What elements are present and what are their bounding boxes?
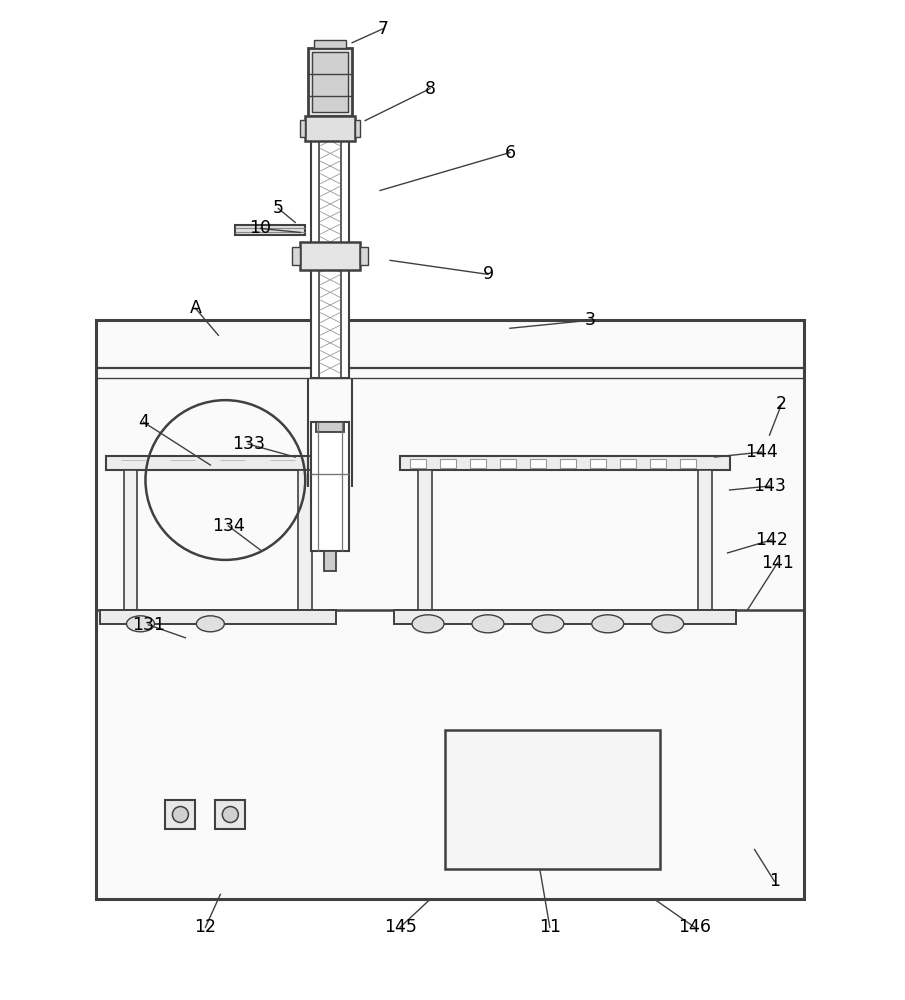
Bar	[445, 730, 660, 869]
Bar	[590, 459, 605, 468]
Bar	[440, 459, 456, 468]
Text: 7: 7	[377, 20, 388, 38]
Bar	[360, 247, 368, 265]
Bar	[311, 422, 349, 551]
Text: 144: 144	[745, 443, 778, 461]
Text: 131: 131	[132, 616, 165, 634]
Ellipse shape	[592, 615, 624, 633]
Bar	[316, 422, 344, 432]
Bar	[311, 116, 349, 378]
Text: 134: 134	[212, 517, 244, 535]
Bar	[319, 116, 341, 378]
Bar	[530, 459, 546, 468]
Bar	[235, 225, 305, 235]
Ellipse shape	[532, 615, 564, 633]
Text: 1: 1	[769, 872, 780, 890]
Bar	[166, 800, 195, 829]
Text: 12: 12	[195, 918, 216, 936]
Bar	[314, 40, 347, 48]
Bar	[470, 459, 486, 468]
Text: 2: 2	[776, 395, 787, 413]
Bar	[100, 610, 336, 624]
Bar	[300, 242, 360, 270]
Bar	[324, 551, 336, 571]
Text: 146: 146	[678, 918, 711, 936]
Bar	[410, 459, 426, 468]
Bar	[355, 120, 360, 137]
Text: 4: 4	[138, 413, 149, 431]
Polygon shape	[360, 624, 769, 894]
Ellipse shape	[127, 616, 155, 632]
Bar	[650, 459, 666, 468]
Bar	[312, 52, 348, 112]
Bar	[394, 610, 736, 624]
Text: A: A	[189, 299, 201, 317]
Bar	[680, 459, 696, 468]
Text: 143: 143	[753, 477, 786, 495]
Text: 5: 5	[272, 199, 284, 217]
Bar	[96, 320, 805, 899]
Text: 10: 10	[249, 219, 272, 237]
Bar	[620, 459, 635, 468]
Bar	[215, 800, 245, 829]
Bar	[500, 459, 516, 468]
Text: 11: 11	[538, 918, 561, 936]
Bar	[400, 456, 729, 470]
Bar	[299, 470, 312, 610]
Text: 133: 133	[232, 435, 265, 453]
Bar	[309, 48, 352, 116]
Text: 145: 145	[384, 918, 416, 936]
Bar	[698, 470, 711, 610]
Ellipse shape	[412, 615, 444, 633]
Text: 6: 6	[504, 144, 516, 162]
Bar	[418, 470, 432, 610]
Ellipse shape	[652, 615, 683, 633]
Bar	[123, 470, 138, 610]
Bar	[560, 459, 576, 468]
Circle shape	[173, 807, 188, 823]
Text: 142: 142	[755, 531, 788, 549]
Ellipse shape	[196, 616, 224, 632]
Bar	[300, 120, 305, 137]
Text: 9: 9	[482, 265, 493, 283]
Circle shape	[223, 807, 238, 823]
Text: 141: 141	[761, 554, 794, 572]
Bar	[106, 456, 330, 470]
Ellipse shape	[472, 615, 504, 633]
Text: 8: 8	[424, 80, 435, 98]
Bar	[305, 116, 355, 141]
Text: 3: 3	[585, 311, 595, 329]
Bar	[292, 247, 300, 265]
